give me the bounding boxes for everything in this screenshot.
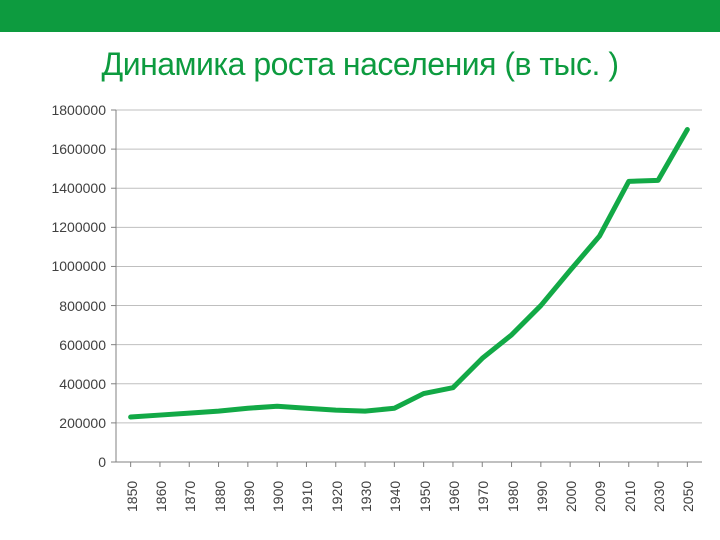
chart-svg — [116, 110, 702, 462]
x-axis-labels: 1850 1860 1870 1880 1890 1900 1910 1920 1930 1940… — [116, 468, 702, 520]
x-tick-label: 1850 — [124, 481, 140, 512]
x-tick-label: 1870 — [182, 481, 198, 512]
plot-area — [116, 110, 702, 462]
y-tick-label: 1600000 — [51, 141, 106, 157]
chart-container: 0 200000 400000 600000 800000 1000000 1200000 1… — [30, 110, 702, 520]
x-tick-label: 1960 — [446, 481, 462, 512]
y-tick-label: 1000000 — [51, 258, 106, 274]
x-tick-label: 1910 — [299, 481, 315, 512]
chart-title: Динамика роста населения (в тыс. ) — [0, 46, 720, 83]
x-tick-label: 2050 — [680, 481, 696, 512]
x-tick-label: 1970 — [475, 481, 491, 512]
y-tick-label: 1800000 — [51, 102, 106, 118]
x-tick-label: 1950 — [417, 481, 433, 512]
x-tick-label: 1920 — [329, 481, 345, 512]
x-tick-label: 1880 — [212, 481, 228, 512]
x-tick-label: 1860 — [153, 481, 169, 512]
header-bar — [0, 0, 720, 32]
x-tick-label: 1940 — [387, 481, 403, 512]
x-tick-label: 2000 — [563, 481, 579, 512]
y-tick-label: 0 — [98, 454, 106, 470]
x-tick-label: 1930 — [358, 481, 374, 512]
x-tick-label: 1890 — [241, 481, 257, 512]
x-tick-label: 2009 — [592, 481, 608, 512]
x-tick-label: 2010 — [622, 481, 638, 512]
x-tick-label: 1900 — [270, 481, 286, 512]
y-tick-label: 1400000 — [51, 180, 106, 196]
y-tick-label: 400000 — [59, 376, 106, 392]
y-axis-labels: 0200000400000600000800000100000012000001… — [30, 110, 112, 462]
y-tick-label: 1200000 — [51, 219, 106, 235]
y-tick-label: 200000 — [59, 415, 106, 431]
y-tick-label: 800000 — [59, 298, 106, 314]
x-tick-label: 2030 — [651, 481, 667, 512]
x-tick-label: 1990 — [534, 481, 550, 512]
x-tick-label: 1980 — [505, 481, 521, 512]
y-tick-label: 600000 — [59, 337, 106, 353]
